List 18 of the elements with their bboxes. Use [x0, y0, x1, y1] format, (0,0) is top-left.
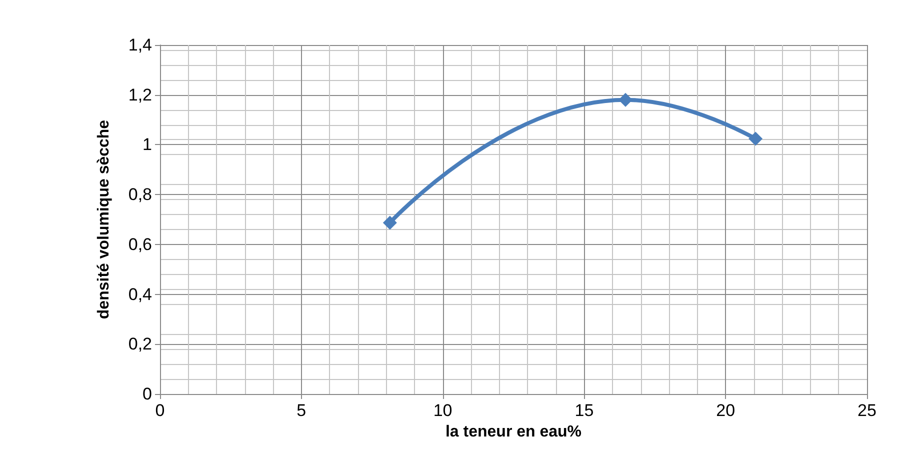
- y-tick-label: 0,6: [128, 234, 152, 254]
- y-tick-label: 0: [142, 384, 152, 404]
- y-tick-label: 0,4: [128, 284, 152, 304]
- x-tick-label: 20: [716, 401, 736, 420]
- x-tick-label: 15: [574, 401, 594, 420]
- x-tick-label: 10: [433, 401, 452, 420]
- point: [382, 216, 397, 230]
- x-tick-label: 0: [155, 401, 165, 420]
- x-tick-label: 5: [296, 401, 306, 420]
- y-tick-label: 0,8: [128, 185, 152, 204]
- y-tick-label: 1,2: [128, 85, 152, 104]
- x-tick-label: 25: [858, 401, 876, 420]
- x-axis-title: la teneur en eau%: [445, 423, 582, 440]
- y-tick-label: 1: [142, 135, 152, 154]
- point: [748, 132, 763, 146]
- y-tick-label: 1,4: [128, 36, 152, 54]
- y-axis-title: densité volumique sècche: [96, 120, 112, 320]
- y-tick-label: 0,2: [128, 334, 152, 354]
